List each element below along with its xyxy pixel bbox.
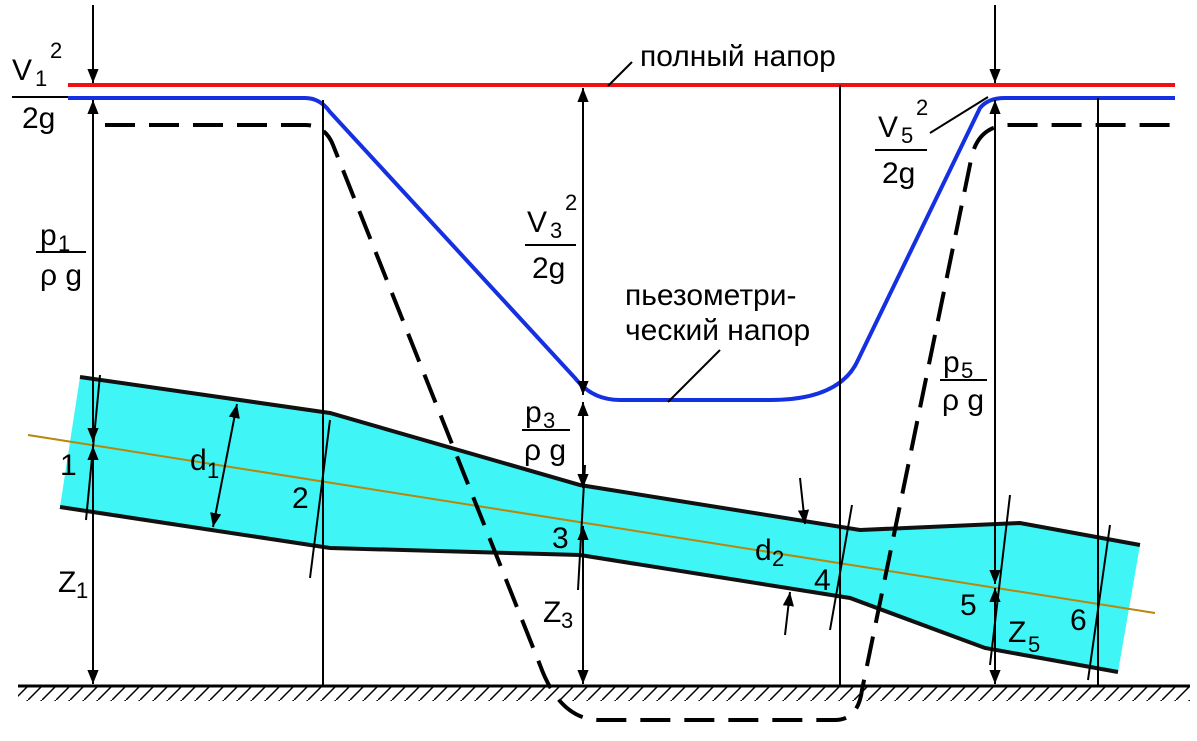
formula-sub: 1 xyxy=(35,66,47,91)
ground-hatch xyxy=(18,687,1190,701)
piezometric-label: ческий напор xyxy=(625,314,810,347)
pipe-wall xyxy=(79,375,1141,547)
formula-var: V xyxy=(12,54,32,87)
formula-var: d xyxy=(755,534,772,567)
formula-var: V xyxy=(527,206,547,239)
piezometric-line xyxy=(68,96,1175,402)
formula-den: 2g xyxy=(882,157,915,190)
formula-var: p xyxy=(943,346,960,379)
formula-den: ρ g xyxy=(942,384,984,417)
formula-var: Z xyxy=(58,566,76,599)
formula-sup: 2 xyxy=(565,190,577,215)
section-mark xyxy=(1087,524,1111,681)
formula-sub: 3 xyxy=(561,608,573,633)
section-label: 5 xyxy=(960,589,977,622)
formula-den: 2g xyxy=(22,102,55,135)
formula-sub: 1 xyxy=(207,458,219,483)
section-mark xyxy=(309,419,331,579)
formula-sub: 1 xyxy=(58,231,70,256)
formula-sub: 3 xyxy=(550,218,562,243)
formula-var: Z xyxy=(543,596,561,629)
leader-line xyxy=(929,96,989,134)
total-head-label: полный напор xyxy=(640,40,836,73)
section-label: 1 xyxy=(60,449,77,482)
section-label: 2 xyxy=(292,482,309,515)
formula-sub: 5 xyxy=(961,358,973,383)
piezometric-label: пьезометри- xyxy=(625,279,797,312)
pipe-wall xyxy=(59,505,1119,674)
section-label: 4 xyxy=(814,564,831,597)
formula-den: ρ g xyxy=(40,259,82,292)
section-mark xyxy=(829,504,853,631)
formula-var: d xyxy=(190,444,207,477)
formula-den: ρ g xyxy=(524,434,566,467)
diameter-arrow xyxy=(210,403,240,528)
formula-sup: 2 xyxy=(916,95,928,120)
leader-line xyxy=(667,349,721,403)
section-mark xyxy=(989,494,1011,666)
diameter-arrow xyxy=(782,591,794,636)
formula-sub: 5 xyxy=(1028,632,1040,657)
formula-den: 2g xyxy=(532,252,565,285)
section-mark xyxy=(85,374,101,521)
formula-sub: 2 xyxy=(772,546,784,571)
section-label: 3 xyxy=(552,522,569,555)
formula-sup: 2 xyxy=(50,38,62,63)
diameter-arrow xyxy=(797,477,810,525)
formula-var: p xyxy=(525,396,542,429)
formula-var: V xyxy=(878,111,898,144)
leader-line xyxy=(607,61,633,87)
section-label: 6 xyxy=(1070,604,1087,637)
formula-sub: 3 xyxy=(543,408,555,433)
labels: полный напор пьезометри- ческий напор V … xyxy=(12,38,1087,657)
formula-var: p xyxy=(40,219,57,252)
formula-sub: 1 xyxy=(76,578,88,603)
formula-sub: 5 xyxy=(901,123,913,148)
section-mark xyxy=(577,464,586,591)
pipe-centerline-dashed xyxy=(105,123,1175,722)
formula-var: Z xyxy=(1008,616,1026,649)
layout xyxy=(12,5,1190,722)
